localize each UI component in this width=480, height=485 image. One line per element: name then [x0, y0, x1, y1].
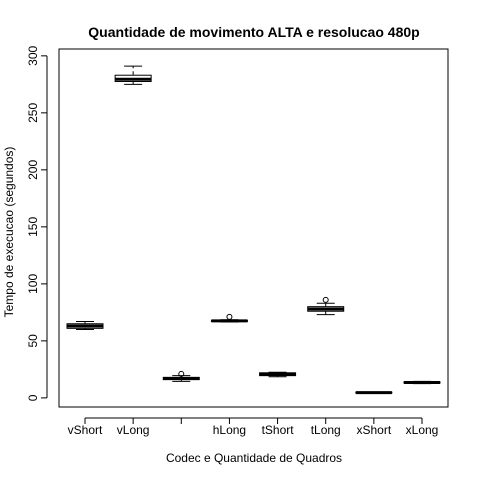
outlier-point: [178, 370, 185, 377]
y-tick-label: 150: [26, 217, 40, 237]
box-group: [355, 391, 393, 395]
x-axis: vShort vLong hLong tShort tLong xShort xLong: [68, 417, 439, 437]
y-axis-label: Tempo de execucao (segundos): [2, 147, 16, 318]
y-tick-label: 100: [26, 274, 40, 294]
x-tick-label: vLong: [117, 423, 150, 437]
box-group: [114, 65, 152, 85]
box-group: [307, 296, 345, 316]
box-group: [162, 370, 200, 382]
outlier-point: [322, 296, 329, 303]
y-axis: 0 50 100 150 200 250 300: [26, 46, 48, 401]
y-tick-label: 200: [26, 160, 40, 180]
plot-frame: [58, 48, 449, 408]
x-tick-label: xLong: [406, 423, 439, 437]
y-tick-label: 250: [26, 103, 40, 123]
y-tick-label: 300: [26, 46, 40, 66]
y-tick-label: 50: [26, 334, 40, 348]
x-tick-label: xShort: [357, 423, 392, 437]
y-tick-label: 0: [26, 394, 40, 401]
x-tick-label: tShort: [262, 423, 295, 437]
box-group: [66, 320, 104, 330]
x-tick-label: vShort: [68, 423, 103, 437]
chart-title: Quantidade de movimento ALTA e resolucao…: [88, 24, 419, 40]
x-tick-label: hLong: [213, 423, 246, 437]
x-tick-label: tLong: [311, 423, 341, 437]
box-group: [403, 380, 441, 385]
x-axis-label: Codec e Quantidade de Quadros: [166, 451, 342, 465]
box-group: [259, 371, 297, 378]
outlier-point: [226, 313, 233, 320]
box-group: [210, 313, 248, 323]
boxes-layer: [66, 65, 441, 395]
